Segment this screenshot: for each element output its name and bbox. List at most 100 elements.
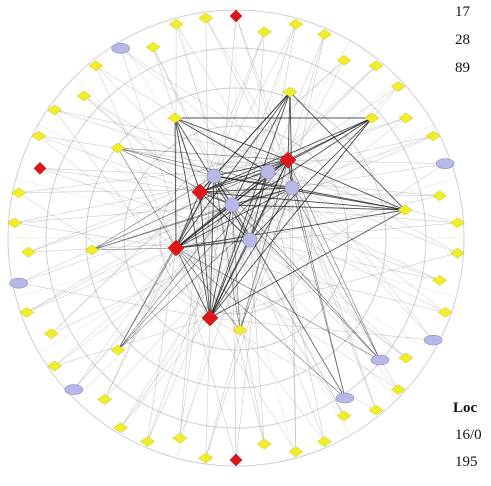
dark-edge <box>175 187 293 249</box>
dark-edge <box>209 239 251 319</box>
light-edge <box>235 171 269 461</box>
yellow-node <box>97 394 113 405</box>
light-edge <box>175 24 233 206</box>
yellow-node <box>317 436 332 447</box>
light-edge <box>179 191 201 439</box>
spoke <box>235 76 398 239</box>
light-edge <box>120 48 289 161</box>
light-edge <box>152 47 215 177</box>
light-edge <box>267 171 446 313</box>
light-edge <box>209 252 458 319</box>
lavender-node <box>206 168 222 184</box>
yellow-node <box>88 60 104 72</box>
dark-edge <box>117 204 233 351</box>
dark-edge <box>91 187 293 251</box>
yellow-node <box>47 360 63 372</box>
light-edge <box>18 187 293 194</box>
red-node <box>167 239 185 257</box>
light-edge <box>249 239 440 281</box>
yellow-node <box>288 446 304 458</box>
light-edge <box>209 163 446 319</box>
light-edge <box>205 159 289 458</box>
dark-edge <box>209 91 291 319</box>
yellow-node <box>110 344 126 356</box>
yellow-node <box>397 204 413 216</box>
light-edge <box>120 187 293 428</box>
light-edge <box>287 86 399 161</box>
red-node <box>33 161 47 175</box>
yellow-node <box>172 432 188 444</box>
dark-edge <box>239 159 289 331</box>
red-node <box>201 309 219 327</box>
yellow-node <box>232 324 248 336</box>
dark-edge <box>175 204 233 249</box>
light-edge <box>175 247 446 313</box>
light-edge <box>199 191 440 281</box>
dark-edge <box>231 204 241 331</box>
yellow-node <box>31 130 47 142</box>
dark-edges <box>91 91 406 399</box>
dark-edge <box>199 171 269 193</box>
light-edge <box>51 175 215 334</box>
light-edge <box>38 135 177 249</box>
light-edge <box>291 86 399 189</box>
yellow-node <box>437 307 453 318</box>
lavender-node <box>335 392 355 404</box>
dark-edge <box>287 91 291 161</box>
light-edge <box>54 109 293 189</box>
side-heading: Loc <box>453 400 478 416</box>
light-edge <box>249 239 265 445</box>
yellow-node <box>450 217 465 229</box>
light-edge <box>287 159 297 452</box>
dark-edge <box>231 91 291 206</box>
light-edge <box>287 159 434 341</box>
light-edge <box>83 95 201 193</box>
yellow-node <box>432 190 448 201</box>
dark-edge <box>117 147 177 249</box>
light-edge <box>231 135 434 206</box>
dark-edge <box>287 159 346 399</box>
side-line-2: 195 <box>455 454 478 470</box>
dark-edge <box>175 247 346 399</box>
dark-edge <box>287 159 381 361</box>
yellow-node <box>21 246 36 258</box>
lavender-node <box>260 164 276 180</box>
light-edge <box>287 34 325 161</box>
yellow-node <box>113 422 129 433</box>
dark-edge <box>199 159 289 193</box>
light-edge <box>291 187 297 452</box>
spoke <box>15 237 237 298</box>
dark-edge <box>209 187 293 319</box>
light-edge <box>54 109 289 161</box>
light-edge <box>104 239 251 400</box>
lavender-node <box>64 384 84 395</box>
light-edge <box>18 187 293 284</box>
lavender-node <box>423 334 443 346</box>
light-edge <box>179 239 251 439</box>
yellow-node <box>145 41 161 53</box>
lavender-node <box>435 158 455 169</box>
light-edge <box>249 239 407 359</box>
light-edge <box>39 168 201 193</box>
lavender-node <box>242 232 258 248</box>
red-node <box>229 9 243 23</box>
light-edge <box>38 135 269 173</box>
dark-edge <box>174 117 201 193</box>
light-edge <box>120 48 211 319</box>
yellow-node <box>368 60 384 72</box>
light-edge <box>104 191 201 400</box>
light-edge <box>291 187 458 254</box>
yellow-node <box>336 54 352 66</box>
light-edge <box>14 204 233 224</box>
light-edge <box>287 159 446 164</box>
light-edge <box>95 65 269 173</box>
light-edge <box>73 204 233 390</box>
lavender-node <box>284 180 300 196</box>
light-edge <box>209 317 434 341</box>
yellow-node <box>76 90 92 102</box>
light-edge <box>28 239 251 253</box>
yellow-node <box>84 244 100 256</box>
dark-edge <box>175 117 373 249</box>
dark-edge <box>209 209 406 319</box>
